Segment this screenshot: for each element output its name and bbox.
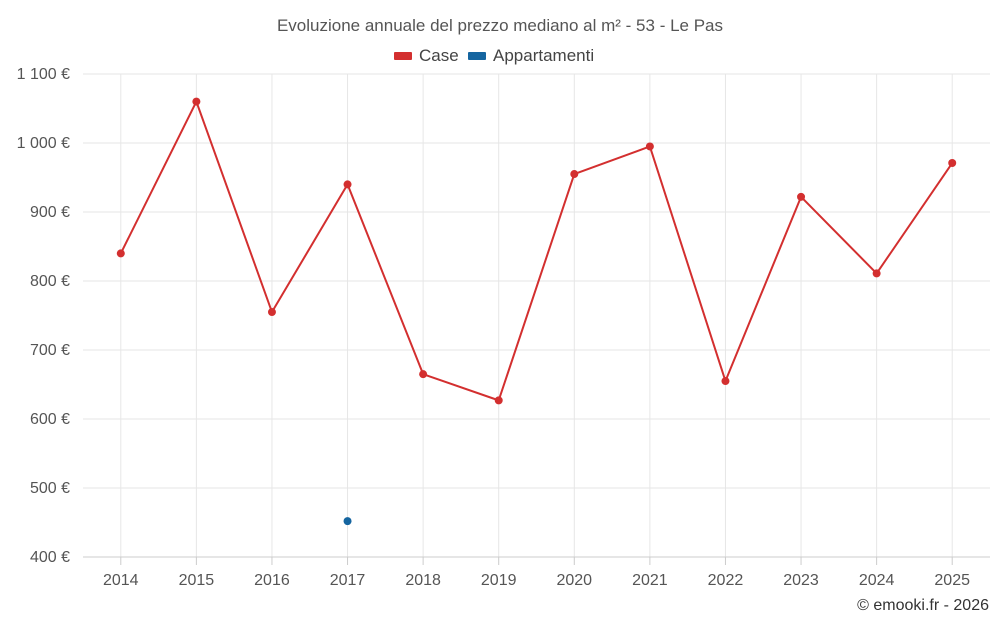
- data-point-case[interactable]: [721, 377, 730, 386]
- data-point-case[interactable]: [267, 308, 276, 317]
- axes: 400 € 500 € 600 € 700 € 800 € 900 € 1 000 € 1 1…: [17, 66, 990, 589]
- data-point-case[interactable]: [948, 159, 957, 168]
- credit-text: © emooki.fr - 2026: [857, 597, 989, 614]
- y-tick-label: 800 €: [30, 273, 70, 290]
- y-tick-label: 1 000 €: [17, 135, 70, 152]
- x-tick-label: 2020: [556, 572, 592, 589]
- data-point-appartamenti[interactable]: [343, 517, 352, 526]
- x-tick-label: 2017: [330, 572, 366, 589]
- legend-swatch-appartamenti: [468, 52, 486, 60]
- x-tick-label: 2015: [179, 572, 215, 589]
- data-point-case[interactable]: [872, 269, 881, 278]
- legend: Case Appartamenti: [394, 46, 594, 65]
- series: [116, 97, 957, 526]
- series-line-case: [119, 100, 954, 402]
- data-point-case[interactable]: [116, 249, 125, 258]
- data-point-case[interactable]: [192, 97, 201, 106]
- data-point-case[interactable]: [570, 170, 579, 179]
- data-point-case[interactable]: [494, 396, 503, 405]
- x-tick-label: 2018: [405, 572, 441, 589]
- gridlines: [83, 73, 990, 557]
- x-tick-label: 2016: [254, 572, 290, 589]
- y-tick-label: 700 €: [30, 342, 70, 359]
- data-point-case[interactable]: [797, 192, 806, 201]
- legend-swatch-case: [394, 52, 412, 60]
- x-tick-label: 2024: [859, 572, 895, 589]
- legend-label-appartamenti: Appartamenti: [493, 46, 594, 65]
- y-tick-label: 400 €: [30, 549, 70, 566]
- x-tick-label: 2022: [708, 572, 744, 589]
- legend-label-case: Case: [419, 46, 459, 65]
- x-tick-label: 2025: [934, 572, 970, 589]
- data-point-case[interactable]: [419, 370, 428, 379]
- legend-item-case[interactable]: Case: [394, 46, 459, 65]
- data-point-case[interactable]: [343, 180, 352, 189]
- x-tick-label: 2014: [103, 572, 139, 589]
- legend-item-appartamenti[interactable]: Appartamenti: [468, 46, 594, 65]
- y-tick-label: 1 100 €: [17, 66, 70, 83]
- x-tick-label: 2023: [783, 572, 819, 589]
- x-tick-label: 2019: [481, 572, 517, 589]
- y-tick-label: 600 €: [30, 411, 70, 428]
- y-tick-label: 500 €: [30, 480, 70, 497]
- data-point-case[interactable]: [645, 142, 654, 151]
- chart-title: Evoluzione annuale del prezzo mediano al…: [277, 16, 723, 35]
- x-tick-label: 2021: [632, 572, 668, 589]
- y-tick-label: 900 €: [30, 204, 70, 221]
